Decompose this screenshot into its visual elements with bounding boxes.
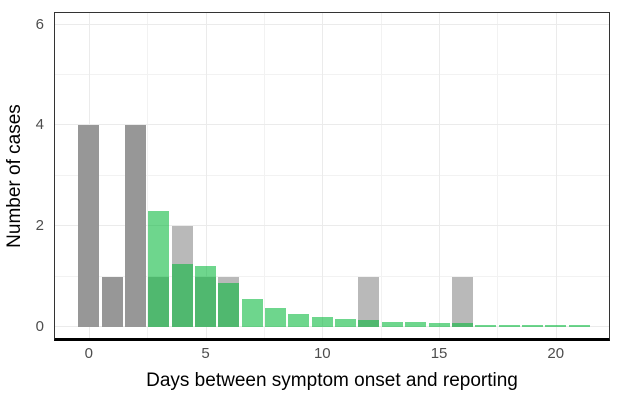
gridline-x-major bbox=[439, 13, 441, 338]
gridline-x-major bbox=[205, 13, 207, 338]
green-bar bbox=[428, 323, 450, 327]
green-bar bbox=[381, 321, 403, 327]
green-bar bbox=[265, 308, 287, 327]
green-bar bbox=[405, 322, 427, 327]
y-tick-label: 0 bbox=[35, 317, 44, 335]
green-bar bbox=[451, 323, 473, 327]
green-bar bbox=[335, 319, 357, 327]
gray-bar bbox=[125, 125, 147, 327]
green-bar bbox=[498, 324, 520, 327]
x-axis-title: Days between symptom onset and reporting bbox=[146, 370, 518, 391]
gridline-y-major bbox=[55, 225, 609, 227]
green-bar bbox=[545, 324, 567, 327]
green-bar bbox=[171, 263, 193, 327]
gray-bar bbox=[451, 276, 473, 327]
green-bar bbox=[358, 320, 380, 327]
y-tick-label: 6 bbox=[35, 15, 44, 33]
green-bar bbox=[288, 313, 310, 327]
y-tick-label: 4 bbox=[35, 116, 44, 134]
x-tick-label: 20 bbox=[547, 345, 565, 362]
gridline-y-major bbox=[55, 124, 609, 126]
gridline-y-minor bbox=[55, 174, 609, 176]
gridline-x-minor bbox=[263, 13, 265, 338]
gray-bar bbox=[101, 276, 123, 327]
green-bar bbox=[311, 317, 333, 327]
gridline-x-major bbox=[322, 13, 324, 338]
green-bar bbox=[521, 324, 543, 327]
plot-panel bbox=[54, 12, 610, 341]
x-tick-label: 15 bbox=[430, 345, 448, 362]
gridline-y-minor bbox=[55, 275, 609, 277]
green-bar bbox=[241, 299, 263, 327]
x-tick-label: 10 bbox=[313, 345, 331, 362]
green-bar bbox=[148, 211, 170, 327]
gridline-x-major bbox=[555, 13, 557, 338]
green-bar bbox=[195, 266, 217, 327]
gridline-y-minor bbox=[55, 73, 609, 75]
green-bar bbox=[218, 283, 240, 327]
y-tick-label: 2 bbox=[35, 217, 44, 235]
x-tick-label: 5 bbox=[201, 345, 210, 362]
gridline-x-minor bbox=[147, 13, 149, 338]
green-bar bbox=[475, 324, 497, 327]
gridline-y-major bbox=[55, 23, 609, 25]
gray-bar bbox=[358, 276, 380, 327]
gray-bar bbox=[78, 125, 100, 327]
green-bar bbox=[568, 324, 590, 327]
gridline-x-minor bbox=[380, 13, 382, 338]
x-tick-label: 0 bbox=[84, 345, 94, 362]
gridline-x-minor bbox=[497, 13, 499, 338]
